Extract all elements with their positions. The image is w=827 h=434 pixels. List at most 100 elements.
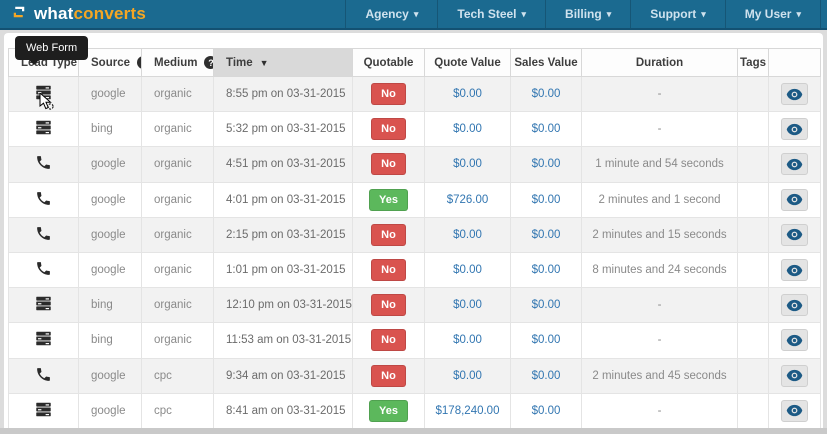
column-header-quotable[interactable]: Quotable (352, 48, 425, 77)
phone-icon-wrap (35, 260, 52, 277)
quote-value-cell: $0.00 (424, 287, 511, 324)
source-cell: google (78, 146, 142, 183)
eye-icon (786, 88, 803, 100)
duration-cell: - (581, 392, 738, 429)
quote-value[interactable]: $0.00 (453, 88, 482, 101)
medium-cell: cpc (141, 392, 214, 429)
nav-item-agency[interactable]: Agency ▾ (345, 0, 437, 28)
table-row: bing organic 11:53 am on 03-31-2015 No $… (8, 322, 821, 359)
leads-table: Lead Type Source? Medium? Time▼ Quotable… (8, 48, 821, 429)
source-cell: google (78, 181, 142, 218)
duration-cell: 1 minute and 54 seconds (581, 146, 738, 183)
medium-cell: cpc (141, 357, 214, 394)
actions-cell (768, 75, 821, 113)
column-header-tags[interactable]: Tags (737, 48, 769, 77)
quotable-cell: No (352, 357, 425, 394)
column-header-sales-value[interactable]: Sales Value (510, 48, 582, 77)
help-icon[interactable]: ? (137, 56, 141, 69)
view-lead-button[interactable] (781, 153, 808, 176)
source-cell: bing (78, 111, 142, 148)
view-lead-button[interactable] (781, 259, 808, 282)
view-lead-button[interactable] (781, 83, 808, 106)
quotable-badge[interactable]: No (371, 294, 406, 317)
actions-cell (768, 287, 821, 324)
quote-value-cell: $0.00 (424, 322, 511, 359)
actions-cell (768, 251, 821, 289)
lead-type-cell (8, 251, 79, 289)
view-lead-button[interactable] (781, 329, 808, 352)
quotable-badge[interactable]: Yes (369, 188, 408, 211)
quotable-badge[interactable]: No (371, 153, 406, 176)
medium-cell: organic (141, 287, 214, 324)
quotable-badge[interactable]: No (371, 259, 406, 282)
lead-type-cell (8, 216, 79, 253)
nav-item-my-user[interactable]: My User ▾ (724, 0, 821, 28)
nav-item-tech-steel[interactable]: Tech Steel ▾ (437, 0, 545, 28)
web-form-icon-wrap (35, 401, 52, 418)
quote-value[interactable]: $0.00 (453, 228, 482, 241)
sales-value[interactable]: $0.00 (531, 264, 561, 277)
column-header-time[interactable]: Time ▼ (213, 48, 353, 77)
sales-value[interactable]: $0.00 (531, 404, 561, 417)
sales-value-cell: $0.00 (510, 287, 582, 324)
view-lead-button[interactable] (781, 188, 808, 211)
sales-value[interactable]: $0.00 (531, 369, 561, 382)
phone-icon (37, 367, 50, 381)
help-icon[interactable]: ? (204, 56, 213, 69)
view-lead-button[interactable] (781, 223, 808, 246)
sales-value[interactable]: $0.00 (531, 299, 561, 312)
column-header-duration[interactable]: Duration (581, 48, 738, 77)
quotable-badge[interactable]: Yes (369, 399, 408, 422)
time-cell: 1:01 pm on 03-31-2015 (213, 251, 353, 289)
quote-value-cell: $0.00 (424, 216, 511, 253)
phone-icon (37, 262, 50, 275)
whatconverts-logo[interactable]: whatconverts (0, 3, 146, 26)
column-header-quote-value[interactable]: Quote Value (424, 48, 511, 77)
column-header-medium[interactable]: Medium? (141, 48, 214, 77)
view-lead-button[interactable] (781, 364, 808, 387)
lead-type-cell (8, 357, 79, 394)
sales-value[interactable]: $0.00 (531, 158, 561, 171)
nav-item-billing[interactable]: Billing ▾ (545, 0, 630, 28)
quote-value[interactable]: $0.00 (453, 334, 482, 347)
table-row: google organic 1:01 pm on 03-31-2015 No … (8, 251, 821, 289)
phone-icon (37, 226, 50, 240)
sales-value[interactable]: $0.00 (531, 123, 561, 136)
quotable-badge[interactable]: No (371, 223, 406, 246)
quotable-badge[interactable]: No (371, 329, 406, 352)
view-lead-button[interactable] (781, 118, 808, 141)
quote-value[interactable]: $0.00 (453, 158, 482, 171)
tags-cell (737, 392, 769, 429)
nav-item-support[interactable]: Support ▾ (630, 0, 725, 28)
time-cell: 11:53 am on 03-31-2015 (213, 322, 353, 359)
quote-value[interactable]: $0.00 (453, 264, 482, 277)
sales-value[interactable]: $0.00 (531, 228, 561, 241)
eye-icon (786, 334, 803, 347)
eye-icon (786, 123, 803, 135)
view-lead-button[interactable] (781, 399, 808, 422)
sales-value[interactable]: $0.00 (531, 193, 561, 206)
quotable-badge[interactable]: No (371, 83, 406, 106)
actions-cell (768, 322, 821, 359)
column-header-source[interactable]: Source? (78, 48, 142, 77)
table-row: google cpc 8:41 am on 03-31-2015 Yes $17… (8, 392, 821, 429)
medium-cell: organic (141, 216, 214, 253)
sales-value-cell: $0.00 (510, 146, 582, 183)
brand-name: whatconverts (34, 4, 146, 23)
view-lead-button[interactable] (781, 294, 808, 317)
eye-icon (786, 229, 803, 241)
quotable-badge[interactable]: No (371, 364, 406, 387)
quotable-cell: Yes (352, 181, 425, 218)
sales-value[interactable]: $0.00 (531, 334, 561, 347)
sales-value[interactable]: $0.00 (531, 88, 561, 101)
quote-value[interactable]: $726.00 (446, 193, 489, 206)
quote-value[interactable]: $0.00 (453, 123, 482, 136)
lead-type-tooltip: Web Form (15, 36, 89, 65)
tags-cell (737, 322, 769, 359)
quotable-badge[interactable]: No (371, 118, 406, 141)
quote-value[interactable]: $0.00 (453, 299, 482, 312)
quote-value[interactable]: $178,240.00 (435, 404, 500, 417)
medium-cell: organic (141, 181, 214, 218)
phone-icon-wrap (35, 225, 52, 242)
quote-value[interactable]: $0.00 (453, 369, 482, 382)
